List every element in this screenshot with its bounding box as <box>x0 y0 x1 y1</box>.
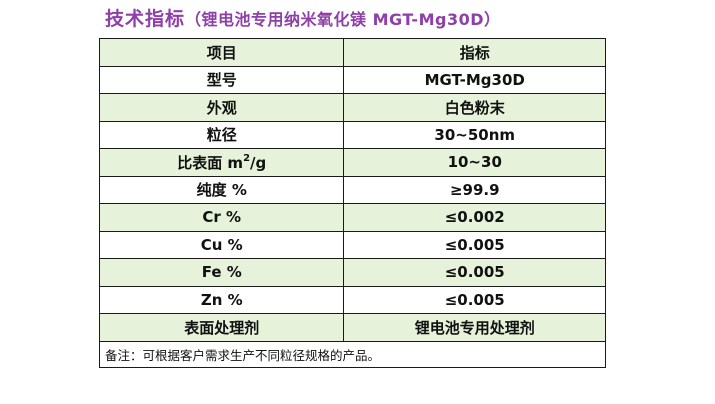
row-value: ≤0.005 <box>343 258 606 287</box>
table-row: Fe % ≤0.005 <box>98 258 606 287</box>
table-note-row: 备注：可根据客户需求生产不同粒径规格的产品。 <box>99 340 606 368</box>
row-value: 锂电池专用处理剂 <box>343 313 606 342</box>
row-item: 外观 <box>98 93 345 122</box>
table-note: 备注：可根据客户需求生产不同粒径规格的产品。 <box>99 340 606 368</box>
row-value: 30~50nm <box>343 120 606 149</box>
table-header-row: 项目 指标 <box>98 38 606 67</box>
table-row: 纯度 % ≥99.9 <box>98 175 606 204</box>
row-value: 10~30 <box>343 148 606 177</box>
row-item: 表面处理剂 <box>98 313 345 342</box>
row-value: ≥99.9 <box>343 175 606 204</box>
page-title: 技术指标（锂电池专用纳米氧化镁 MGT-Mg30D） <box>105 4 501 34</box>
row-item: Cr % <box>98 203 345 232</box>
table-row: 型号 MGT-Mg30D <box>98 65 606 94</box>
row-value: ≤0.005 <box>343 230 606 259</box>
table-row: Zn % ≤0.005 <box>98 285 606 314</box>
row-item: Zn % <box>98 285 345 314</box>
table-row: 外观 白色粉末 <box>98 93 606 122</box>
row-value: MGT-Mg30D <box>343 65 606 94</box>
row-item-suffix: /g <box>250 153 267 172</box>
row-item: 粒径 <box>98 120 345 149</box>
row-item-prefix: 比表面 m <box>177 153 244 172</box>
row-value: ≤0.005 <box>343 285 606 314</box>
row-item: Fe % <box>98 258 345 287</box>
row-item: Cu % <box>98 230 345 259</box>
table-row: 粒径 30~50nm <box>98 120 606 149</box>
table-row: 表面处理剂 锂电池专用处理剂 <box>98 313 606 342</box>
table-row: 比表面 m2/g 10~30 <box>98 148 606 177</box>
table-row: Cu % ≤0.005 <box>98 230 606 259</box>
spec-table: 项目 指标 型号 MGT-Mg30D 外观 白色粉末 粒径 30~50nm 比表… <box>98 38 606 368</box>
row-item-specific-surface: 比表面 m2/g <box>98 148 345 177</box>
title-main: 技术指标 <box>105 8 186 30</box>
row-item: 纯度 % <box>98 175 345 204</box>
table-row: Cr % ≤0.002 <box>98 203 606 232</box>
title-subtitle: （锂电池专用纳米氧化镁 MGT-Mg30D） <box>185 10 501 29</box>
header-value: 指标 <box>343 38 606 67</box>
row-value: 白色粉末 <box>343 93 606 122</box>
row-item: 型号 <box>98 65 345 94</box>
row-item-superscript: 2 <box>243 152 251 164</box>
header-item: 项目 <box>98 38 345 67</box>
row-value: ≤0.002 <box>343 203 606 232</box>
